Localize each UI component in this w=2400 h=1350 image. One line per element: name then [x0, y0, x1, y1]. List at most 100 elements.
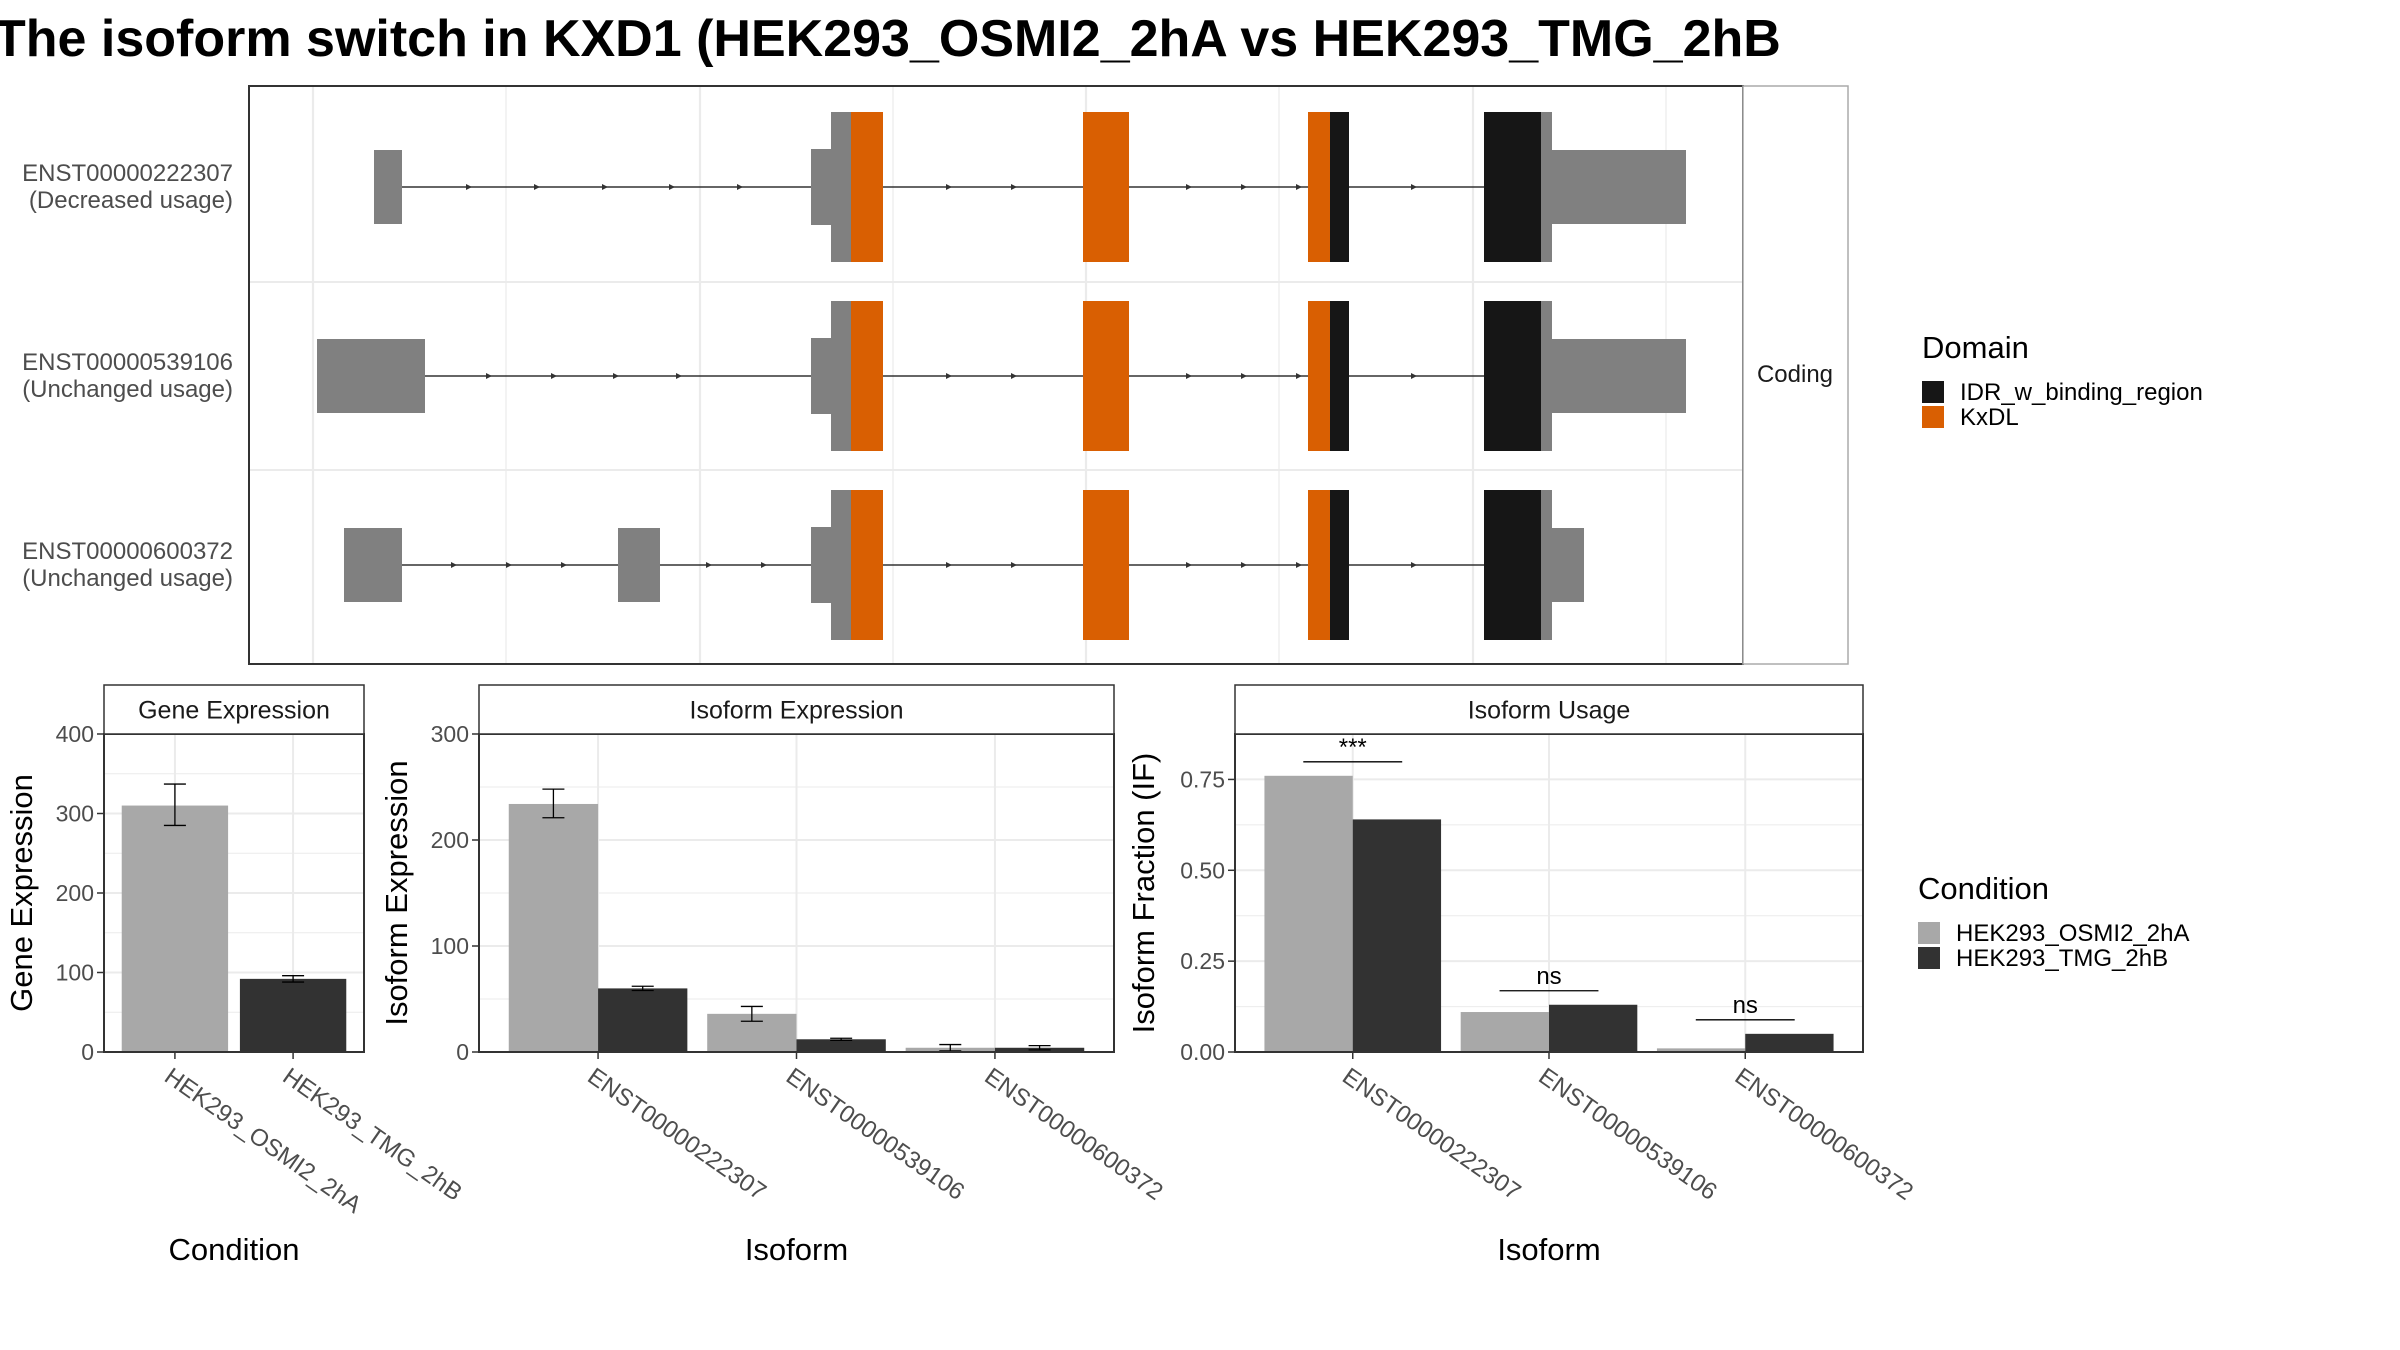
x-tick-label: ENST00000539106: [781, 1063, 969, 1206]
y-tick-label: 0: [456, 1039, 469, 1065]
x-axis-title: Isoform: [745, 1232, 848, 1267]
strip-label: Isoform Usage: [1468, 697, 1631, 725]
x-tick-label: HEK293_OSMI2_2hA: [159, 1063, 366, 1219]
figure-title: The isoform switch in KXD1 (HEK293_OSMI2…: [0, 10, 1781, 68]
intron-direction-arrow: [561, 562, 567, 568]
intron-direction-arrow: [1411, 184, 1417, 190]
idr-domain-exon: [1484, 301, 1541, 451]
kxdl-domain-exon: [851, 301, 883, 451]
y-tick-label: 300: [56, 801, 94, 827]
x-axis-title: Isoform: [1497, 1232, 1600, 1267]
intron-direction-arrow: [1296, 373, 1302, 379]
bar: [1264, 775, 1353, 1052]
condition-legend-title: Condition: [1918, 871, 2049, 906]
intron-direction-arrow: [1011, 373, 1017, 379]
coding-exon: [831, 490, 851, 640]
coding-exon: [1541, 490, 1552, 640]
kxdl-domain-exon: [1083, 112, 1129, 262]
intron-direction-arrow: [1296, 562, 1302, 568]
intron-direction-arrow: [1411, 373, 1417, 379]
y-tick-label: 0: [81, 1039, 94, 1065]
bar: [1745, 1033, 1834, 1052]
intron-direction-arrow: [946, 373, 952, 379]
domain-legend-title: Domain: [1922, 330, 2029, 365]
x-tick-label: ENST00000600372: [1730, 1063, 1918, 1206]
intron-direction-arrow: [1411, 562, 1417, 568]
bar: [1549, 1004, 1638, 1052]
significance-label: ***: [1339, 734, 1367, 761]
gene-structure-grid: [250, 87, 1742, 663]
legend-label-cond-b: HEK293_TMG_2hB: [1956, 945, 2168, 972]
kxdl-domain-exon: [851, 490, 883, 640]
intron-direction-arrow: [1186, 562, 1192, 568]
strip: [1234, 684, 1864, 735]
intron-direction-arrow: [1241, 184, 1247, 190]
coding-exon: [811, 149, 831, 225]
coding-exon: [1541, 301, 1552, 451]
transcript-row: ENST00000600372(Unchanged usage): [22, 490, 1584, 640]
significance-label: ns: [1536, 963, 1561, 990]
transcript-rows: ENST00000222307(Decreased usage)ENST0000…: [22, 112, 1686, 640]
coding-exon: [811, 338, 831, 414]
domain-legend: Domain IDR_w_binding_region KxDL: [1922, 330, 2203, 431]
intron-direction-arrow: [466, 184, 472, 190]
transcript-id-label: ENST00000222307: [22, 160, 233, 187]
intron-direction-arrow: [602, 184, 608, 190]
legend-swatch-cond-a: [1918, 922, 1940, 944]
intron-direction-arrow: [676, 373, 682, 379]
coding-exon: [831, 301, 851, 451]
idr-domain-exon: [1330, 112, 1349, 262]
coding-exon: [811, 527, 831, 603]
legend-label-idr: IDR_w_binding_region: [1960, 379, 2203, 406]
kxdl-domain-exon: [1083, 301, 1129, 451]
idr-domain-exon: [1484, 112, 1541, 262]
intron-direction-arrow: [551, 373, 557, 379]
strip-label: Isoform Expression: [690, 697, 904, 725]
y-axis-title: Isoform Fraction (IF): [1126, 753, 1161, 1034]
intron-direction-arrow: [613, 373, 619, 379]
intron-direction-arrow: [1011, 184, 1017, 190]
y-tick-label: 400: [56, 721, 94, 747]
intron-direction-arrow: [1296, 184, 1302, 190]
legend-swatch-kxdl: [1922, 406, 1944, 428]
kxdl-domain-exon: [1308, 301, 1330, 451]
transcript-id-label: ENST00000539106: [22, 349, 233, 376]
utr-exon: [344, 528, 402, 602]
bar: [121, 805, 229, 1052]
idr-domain-exon: [1330, 301, 1349, 451]
transcript-row: ENST00000222307(Decreased usage): [22, 112, 1686, 262]
intron-direction-arrow: [946, 562, 952, 568]
intron-direction-arrow: [1186, 373, 1192, 379]
transcript-usage-label: (Unchanged usage): [22, 376, 233, 403]
intron-direction-arrow: [761, 562, 767, 568]
intron-direction-arrow: [1241, 562, 1247, 568]
kxdl-domain-exon: [1308, 112, 1330, 262]
condition-legend: Condition HEK293_OSMI2_2hA HEK293_TMG_2h…: [1918, 871, 2189, 972]
bar: [598, 988, 688, 1052]
utr-exon: [618, 528, 660, 602]
kxdl-domain-exon: [1083, 490, 1129, 640]
utr-exon: [1541, 150, 1686, 224]
intron-direction-arrow: [1186, 184, 1192, 190]
intron-direction-arrow: [1011, 562, 1017, 568]
intron-direction-arrow: [737, 184, 743, 190]
legend-label-kxdl: KxDL: [1960, 404, 2019, 431]
x-tick-label: ENST00000222307: [583, 1063, 771, 1206]
y-tick-label: 100: [56, 960, 94, 986]
kxdl-domain-exon: [1308, 490, 1330, 640]
intron-direction-arrow: [706, 562, 712, 568]
coding-exon: [1541, 112, 1552, 262]
transcript-usage-label: (Unchanged usage): [22, 565, 233, 592]
x-axis-title: Condition: [169, 1232, 300, 1267]
intron-direction-arrow: [1241, 373, 1247, 379]
bar: [239, 978, 347, 1052]
strip-label: Gene Expression: [138, 697, 330, 725]
bar: [1352, 819, 1442, 1052]
bar: [1656, 1048, 1746, 1052]
y-tick-label: 0.25: [1180, 948, 1225, 974]
kxdl-domain-exon: [851, 112, 883, 262]
gene-structure-panel: ENST00000222307(Decreased usage)ENST0000…: [22, 85, 1849, 665]
transcript-usage-label: (Decreased usage): [29, 187, 233, 214]
bar: [796, 1039, 886, 1052]
